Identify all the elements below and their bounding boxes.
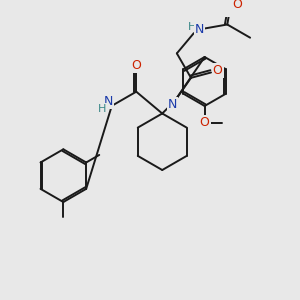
Text: O: O: [200, 116, 210, 129]
Text: O: O: [213, 64, 223, 77]
Text: H: H: [98, 104, 106, 114]
Text: N: N: [103, 94, 113, 108]
Text: N: N: [195, 23, 204, 36]
Text: N: N: [168, 98, 177, 111]
Text: H: H: [188, 22, 196, 32]
Text: O: O: [232, 0, 242, 11]
Text: O: O: [131, 59, 141, 72]
